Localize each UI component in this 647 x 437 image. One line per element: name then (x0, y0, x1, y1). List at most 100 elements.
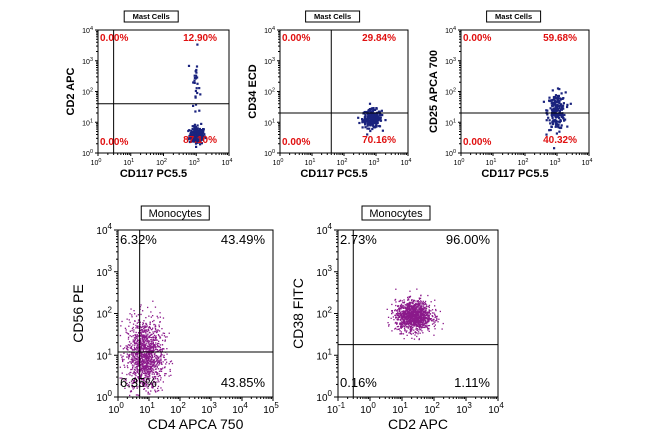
plot-3-event-point (556, 87, 560, 90)
plot-3-event-point (558, 106, 561, 109)
plot-2-event-point (378, 124, 381, 128)
plot-4-quadrant-lower-left: 6.35% (120, 375, 157, 390)
plot-4-event-point (159, 335, 161, 338)
plot-5-event-point (412, 309, 414, 311)
plot-4-event-point (131, 368, 133, 371)
plot-3-quadrant-lower-left: 0.00% (463, 137, 491, 148)
plot-4-event-point (160, 348, 162, 351)
plot-4-event-point (147, 333, 149, 335)
plot-5-event-point (434, 299, 436, 301)
plot-1-event-point (190, 138, 193, 141)
plot-1-y-tick-label: 101 (82, 118, 93, 127)
plot-5-event-point (397, 317, 399, 319)
plot-4-event-point (157, 334, 160, 336)
plot-5-event-point (408, 324, 410, 327)
plot-2-x-axis-label: CD117 PC5.5 (300, 168, 367, 180)
plot-3-event-point (548, 99, 551, 102)
plot-4-event-point (148, 358, 150, 361)
plot-5-event-point (418, 323, 420, 325)
plot-5-event-point (428, 327, 430, 330)
plot-4-event-point (134, 372, 136, 374)
plot-4-event-point (134, 320, 136, 322)
plot-5-event-point (412, 311, 414, 313)
plot-5-x-axis-label: CD2 APC (388, 416, 448, 432)
plot-4-event-point (151, 358, 153, 361)
plot-4-event-point (150, 343, 152, 345)
plot-5-y-tick-label: 100 (316, 389, 332, 404)
plot-4-event-point (153, 355, 156, 358)
plot-3-event-point (542, 100, 545, 103)
plot-4-event-point (140, 347, 142, 349)
plot-5-event-point (397, 318, 399, 320)
plot-5-event-point (427, 311, 429, 313)
plot-4-event-point (143, 366, 145, 368)
plot-5-event-point (431, 319, 433, 322)
plot-1-event-point (194, 132, 197, 135)
plot-5-event-point (407, 319, 409, 321)
plot-2-event-point (361, 119, 364, 122)
plot-4-event-point (138, 358, 140, 360)
plot-2-y-tick-label: 103 (264, 57, 275, 66)
plot-4-event-point (134, 337, 136, 339)
plot-5-event-point (408, 322, 410, 324)
plot-5-event-point (423, 314, 425, 316)
plot-4-event-point (141, 336, 144, 338)
plot-5-event-point (407, 327, 409, 329)
plot-5-event-point (405, 307, 408, 309)
plot-4-event-point (131, 349, 134, 351)
plot-5-event-point (396, 328, 398, 331)
plot-1-event-point (190, 140, 193, 143)
plot-4-event-point (139, 339, 142, 341)
plot-5-event-point (413, 317, 415, 319)
plot-5-event-point (420, 316, 423, 318)
plot-4-event-point (151, 361, 153, 363)
plot-5-event-point (396, 309, 398, 311)
plot-4-event-point (145, 372, 147, 375)
plot-4-event-point (150, 339, 152, 341)
plot-2-event-point (364, 126, 367, 129)
plot-4-event-point (144, 371, 146, 373)
plot-5-event-point (408, 313, 411, 315)
plot-5-event-point (411, 316, 413, 318)
plot-4-event-point (152, 315, 154, 317)
plot-4-event-point (139, 342, 141, 344)
plot-5-event-point (417, 329, 419, 331)
plot-4-event-point (143, 320, 145, 322)
plot-5-event-point (406, 316, 408, 318)
plot-3-event-point (551, 89, 554, 92)
plot-4-event-point (164, 340, 166, 342)
plot-4-event-point (149, 377, 151, 379)
plot-4-event-point (135, 347, 138, 349)
plot-4-event-point (158, 381, 160, 383)
plot-4-event-point (129, 353, 131, 356)
plot-5-event-point (408, 306, 410, 308)
plot-4-y-tick-label: 100 (96, 389, 112, 404)
plot-4-event-point (148, 344, 151, 346)
plot-4-event-point (127, 336, 130, 338)
plot-5-event-point (410, 322, 413, 324)
plot-5-event-point (433, 325, 435, 328)
plot-3-x-tick-label: 102 (518, 158, 529, 167)
plot-4-event-point (136, 344, 138, 347)
plot-3-event-point (550, 108, 554, 111)
plot-5-event-point (425, 317, 427, 319)
plot-4-event-point (152, 332, 155, 335)
plot-4-event-point (132, 361, 134, 363)
plot-5-event-point (417, 302, 419, 304)
plot-4-event-point (156, 359, 158, 361)
plot-4-event-point (151, 386, 153, 389)
plot-5-event-point (415, 303, 417, 305)
plot-4-event-point (157, 346, 159, 348)
plot-4-event-point (141, 373, 143, 375)
plot-4-event-point (140, 353, 143, 355)
plot-4-title: Monocytes (149, 208, 203, 220)
plot-4-event-point (160, 368, 163, 370)
plot-5-event-point (425, 308, 427, 310)
plot-5-event-point (423, 317, 426, 319)
plot-4-event-point (166, 361, 168, 363)
plot-5-event-point (415, 307, 417, 309)
plot-4-event-point (142, 324, 144, 326)
plot-5-event-point (402, 320, 404, 322)
plot-3-event-point (560, 92, 563, 95)
plot-5-event-point (419, 322, 421, 324)
